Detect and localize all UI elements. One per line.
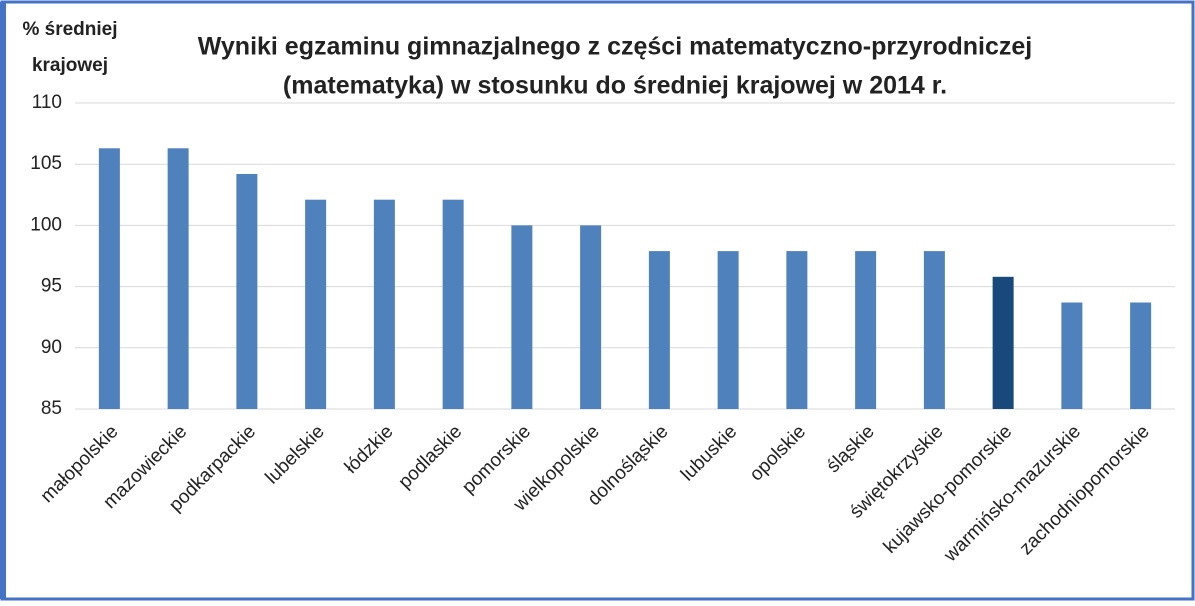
bar <box>167 148 189 409</box>
bar <box>717 251 739 409</box>
y-tick-label: 90 <box>41 337 62 358</box>
bar <box>236 173 258 409</box>
bar <box>511 225 533 409</box>
bar <box>442 199 464 409</box>
y-axis-label: krajowej <box>32 55 108 76</box>
y-tick-label: 110 <box>32 92 62 113</box>
bar <box>373 199 395 409</box>
bar <box>1130 302 1152 409</box>
y-tick-label: 105 <box>30 153 62 174</box>
y-tick-label: 95 <box>41 276 62 297</box>
y-tick-label: 85 <box>41 398 62 419</box>
chart-title: (matematyka) w stosunku do średniej kraj… <box>283 72 947 100</box>
bar <box>786 251 808 409</box>
bar <box>855 251 877 409</box>
bar <box>923 251 945 409</box>
bar <box>580 225 602 409</box>
chart-title: Wyniki egzaminu gimnazjalnego z części m… <box>198 33 1032 61</box>
bar <box>1061 302 1083 409</box>
y-tick-label: 100 <box>30 214 62 235</box>
bar <box>648 251 670 409</box>
bar <box>992 276 1014 409</box>
bar <box>98 148 120 409</box>
y-axis-label: % średniej <box>22 19 117 40</box>
bar <box>305 199 327 409</box>
